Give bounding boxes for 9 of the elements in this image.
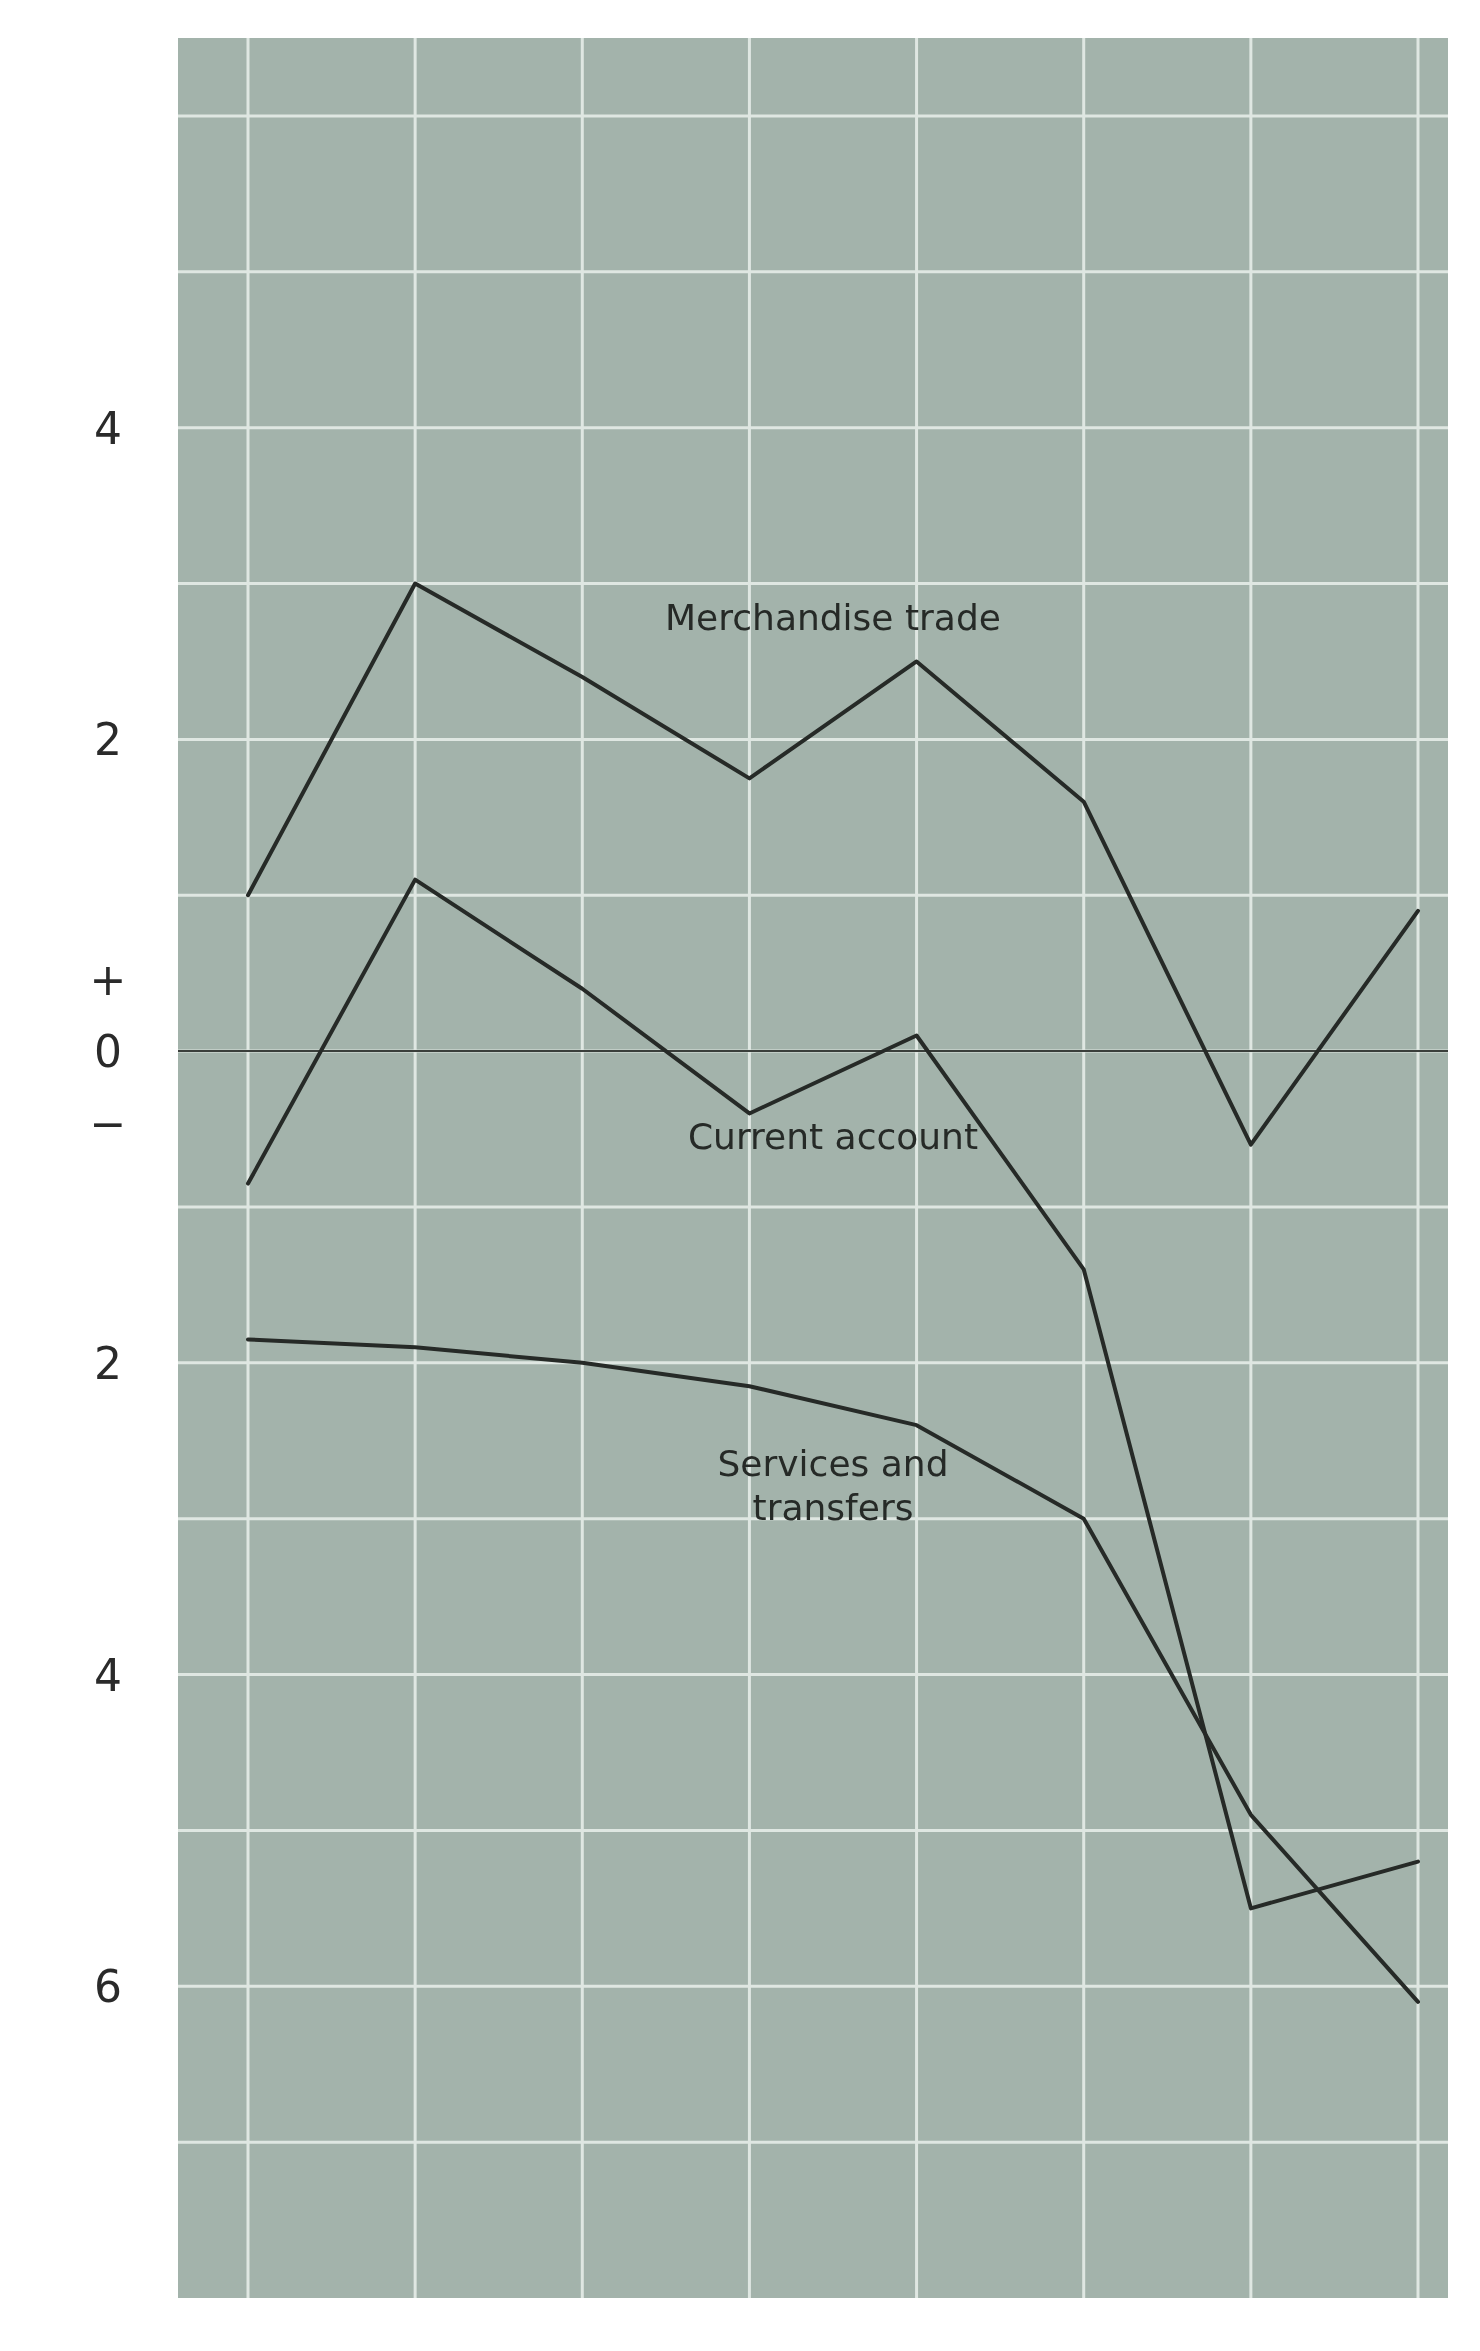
- y-tick-label: 6: [94, 1960, 122, 2012]
- series-label: Current account: [687, 1116, 979, 1158]
- y-tick-label: 2: [94, 1337, 122, 1389]
- series-label: Services and transfers: [717, 1442, 949, 1528]
- y-tick-label: 4: [94, 402, 122, 454]
- y-tick-label: + 0 −: [89, 953, 127, 1149]
- y-tick-label: 4: [94, 1649, 122, 1701]
- text: Merchandise trade: [665, 596, 1001, 638]
- y-tick-label: 2: [94, 713, 122, 765]
